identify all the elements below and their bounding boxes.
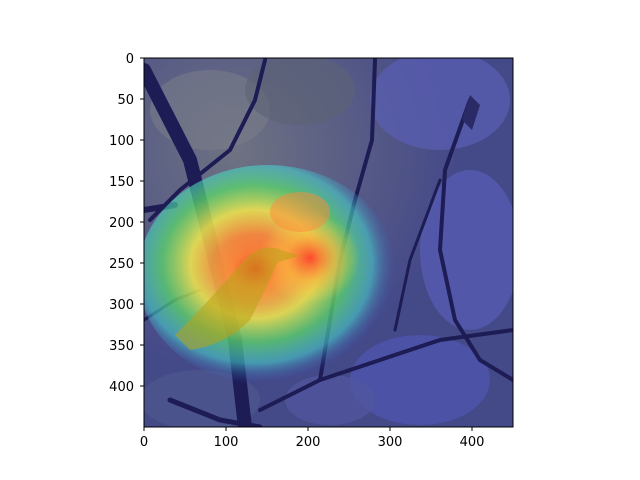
- y-tick-label: 100: [109, 134, 134, 149]
- y-tick-label: 200: [109, 216, 134, 231]
- x-tick-label: 400: [460, 435, 485, 450]
- y-tick-label: 400: [109, 380, 134, 395]
- y-tick-label: 0: [126, 52, 134, 67]
- heatmap-image: [144, 58, 513, 427]
- y-tick-label: 300: [109, 298, 134, 313]
- x-tick-label: 100: [214, 435, 239, 450]
- y-tick-label: 250: [109, 257, 134, 272]
- y-axis: 0 50 100 150 200 250 300 350 400: [109, 52, 144, 395]
- axes-frame: [143, 57, 514, 428]
- x-tick-label: 200: [296, 435, 321, 450]
- y-tick-label: 150: [109, 175, 134, 190]
- x-axis: 0 100 200 300 400: [140, 427, 485, 450]
- x-tick-label: 300: [378, 435, 403, 450]
- y-tick-label: 350: [109, 339, 134, 354]
- x-tick-label: 0: [140, 435, 148, 450]
- y-tick-label: 50: [117, 93, 134, 108]
